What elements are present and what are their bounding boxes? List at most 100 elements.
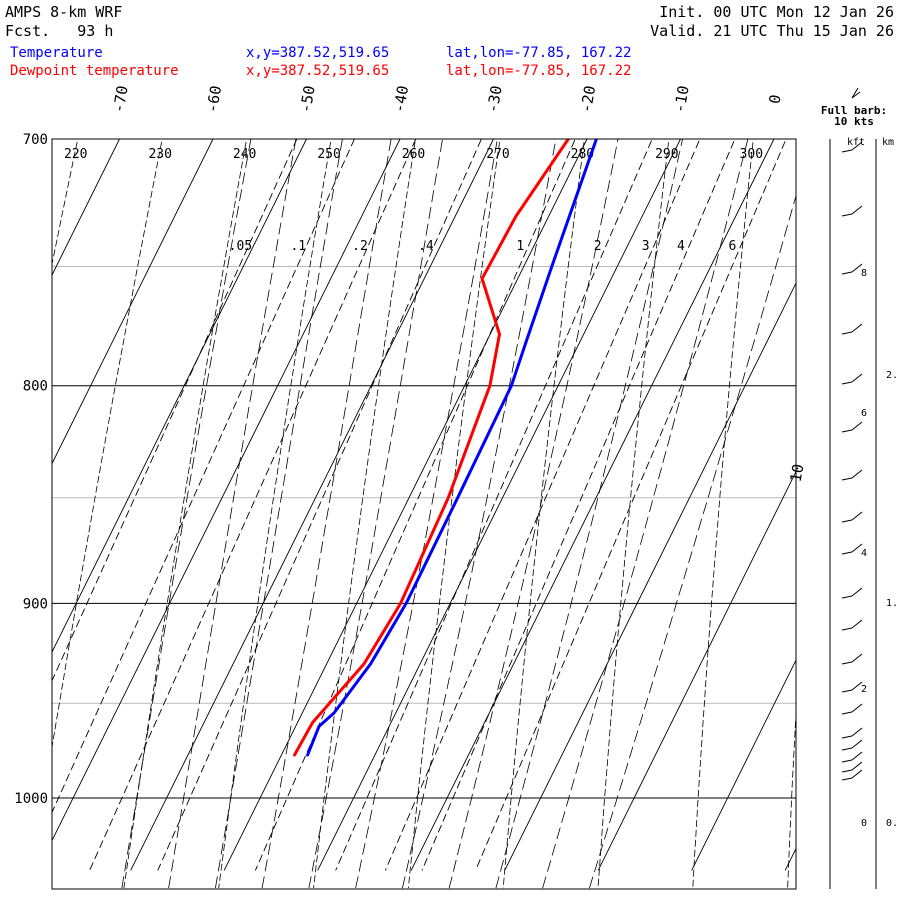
mixing-ratio-line — [52, 139, 355, 814]
isotherm-line — [52, 139, 120, 277]
isotherm-line — [691, 659, 796, 871]
wind-barb — [841, 769, 863, 781]
height-kft-label: 2 — [861, 684, 867, 695]
mixing-ratio-line — [335, 139, 653, 871]
dry-adiabat-line — [597, 139, 670, 889]
moist-adiabat-line — [589, 194, 796, 889]
wind-barb — [841, 619, 863, 631]
pressure-label: 700 — [23, 132, 48, 148]
moist-adiabat-line — [402, 139, 557, 889]
wind-barb — [841, 653, 863, 665]
isotherm-label: -30 — [483, 84, 505, 114]
barb-legend-line2: 10 kts — [834, 115, 874, 128]
wind-barb — [841, 421, 863, 433]
moist-adiabat-line — [261, 139, 392, 889]
dewpoint-legend: Dewpoint temperature — [10, 63, 179, 79]
moist-adiabat-line — [121, 139, 252, 889]
theta-label: 240 — [233, 147, 256, 162]
legend-barb-icon — [851, 87, 861, 99]
mixing-ratio-line — [475, 139, 787, 871]
wind-barb — [841, 761, 863, 773]
mixing-ratio-line — [157, 139, 482, 871]
isotherm-line — [52, 139, 214, 465]
theta-label: 290 — [655, 147, 678, 162]
isotherm-line — [0, 139, 26, 870]
height-km-label: 2. — [886, 370, 898, 381]
dry-adiabat-line — [408, 139, 501, 889]
temperature-xy: x,y=387.52,519.65 — [246, 45, 390, 61]
wind-barb — [841, 727, 863, 739]
mixing-ratio-label: .05 — [229, 239, 252, 254]
moist-adiabat-line — [355, 139, 498, 889]
moist-adiabat-line — [542, 139, 749, 889]
wind-barb — [841, 751, 863, 763]
isotherm-label: -20 — [577, 84, 599, 114]
height-kft-label: 8 — [861, 268, 867, 279]
height-kft-label: 0 — [861, 818, 867, 829]
isotherm-line — [410, 139, 775, 871]
wind-barb — [841, 703, 863, 715]
isotherm-line — [504, 282, 796, 871]
moist-adiabat-line — [448, 139, 619, 889]
kft-label: kft — [847, 137, 865, 148]
height-kft-label: 6 — [861, 408, 867, 419]
dewpoint-latlon: lat,lon=-77.85, 167.22 — [446, 63, 632, 79]
dry-adiabat-line — [502, 139, 585, 889]
pressure-label: 800 — [23, 379, 48, 395]
isotherm-line — [52, 139, 401, 842]
height-km-label: 0. — [886, 818, 898, 829]
dry-adiabat-line — [692, 139, 754, 889]
moist-adiabat-line — [215, 139, 343, 889]
dry-adiabat-line — [123, 139, 248, 889]
model-title: AMPS 8-km WRF — [5, 3, 123, 21]
pressure-label: 1000 — [14, 791, 48, 807]
isotherm-line — [52, 139, 307, 654]
isotherm-label: -40 — [390, 84, 412, 114]
mixing-ratio-line — [89, 139, 417, 871]
init-time-line: Init. 00 UTC Mon 12 Jan 26 — [659, 3, 894, 21]
fcst-label: Fcst. — [5, 22, 51, 40]
init-time: 00 UTC Mon 12 Jan 26 — [713, 3, 894, 21]
init-label: Init. — [659, 3, 705, 21]
moist-adiabat-line — [495, 139, 684, 889]
isotherm-line — [784, 847, 796, 871]
mixing-ratio-line — [52, 139, 298, 682]
dry-adiabat-line — [787, 705, 796, 889]
wind-barb — [841, 373, 863, 385]
wind-barb — [841, 587, 863, 599]
temperature-latlon: lat,lon=-77.85, 167.22 — [446, 45, 632, 61]
plot-frame — [51, 138, 797, 890]
mixing-ratio-label: 2 — [594, 239, 602, 254]
barb-legend-line1: Full barb: — [821, 104, 887, 117]
wind-barb — [841, 205, 863, 217]
mixing-ratio-label: 6 — [729, 239, 737, 254]
dry-adiabat-line — [52, 139, 163, 750]
isotherm-label: 10 — [787, 463, 808, 484]
theta-label: 230 — [148, 147, 171, 162]
wind-barb — [841, 543, 863, 555]
mixing-ratio-label: 1 — [516, 239, 524, 254]
mixing-ratio-label: .4 — [418, 239, 434, 254]
dry-adiabat-line — [52, 139, 79, 267]
theta-label: 220 — [64, 147, 87, 162]
mixing-ratio-label: 3 — [642, 239, 650, 254]
isotherm-line — [223, 139, 588, 871]
forecast-label: Fcst. 93 h — [5, 22, 113, 40]
valid-time: 21 UTC Thu 15 Jan 26 — [713, 22, 894, 40]
wind-barb — [841, 263, 863, 275]
dewpoint-xy: x,y=387.52,519.65 — [246, 63, 390, 79]
dry-adiabat-line — [313, 139, 416, 889]
dry-adiabat-line — [882, 112, 900, 888]
mixing-ratio-line — [384, 139, 701, 871]
isotherm-label: -70 — [109, 84, 131, 114]
theta-label: 260 — [402, 147, 425, 162]
height-kft-label: 4 — [861, 548, 867, 559]
wind-barb — [841, 681, 863, 693]
dry-adiabat-line — [218, 139, 332, 889]
dewpoint-profile — [293, 139, 570, 757]
valid-label: Valid. — [650, 22, 705, 40]
theta-label: 250 — [317, 147, 340, 162]
moist-adiabat-line — [308, 139, 443, 889]
isotherm-label: -50 — [296, 84, 318, 114]
wind-barb — [841, 323, 863, 335]
